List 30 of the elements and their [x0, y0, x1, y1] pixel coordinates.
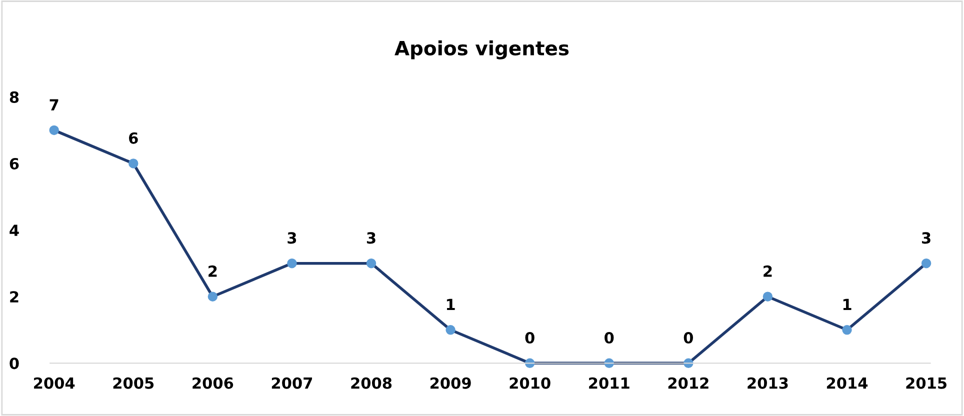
- data-label: 1: [843, 298, 852, 310]
- y-tick-label: 2: [10, 291, 18, 302]
- data-label: 2: [208, 265, 217, 277]
- data-label: 6: [129, 132, 138, 144]
- data-label: 0: [525, 332, 534, 344]
- x-tick-label: 2005: [113, 377, 154, 389]
- x-tick-label: 2013: [748, 377, 788, 389]
- data-label: 7: [50, 99, 58, 110]
- x-tick-label: 2011: [589, 377, 630, 389]
- data-label: 0: [604, 332, 614, 344]
- y-tick-label: 0: [10, 358, 19, 370]
- x-tick-label: 2010: [510, 377, 550, 389]
- x-tick-label: 2014: [826, 377, 868, 389]
- y-tick-label: 4: [10, 224, 19, 236]
- y-tick-label: 6: [10, 158, 19, 170]
- data-label: 3: [922, 232, 930, 244]
- x-tick-label: 2009: [430, 377, 471, 389]
- y-tick-label: 8: [10, 91, 19, 103]
- x-tick-label: 2004: [34, 377, 75, 389]
- data-label: 3: [288, 232, 296, 244]
- x-tick-label: 2012: [668, 377, 708, 389]
- x-tick-label: 2015: [906, 377, 946, 389]
- x-tick-label: 2006: [192, 377, 234, 389]
- data-label: 2: [764, 265, 772, 277]
- x-tick-label: 2008: [351, 377, 392, 389]
- data-label: 1: [446, 298, 455, 310]
- data-label: 3: [366, 232, 376, 244]
- chart-title: Apoios vigentes: [394, 40, 569, 60]
- x-tick-label: 2007: [272, 377, 312, 389]
- data-label: 0: [684, 332, 694, 344]
